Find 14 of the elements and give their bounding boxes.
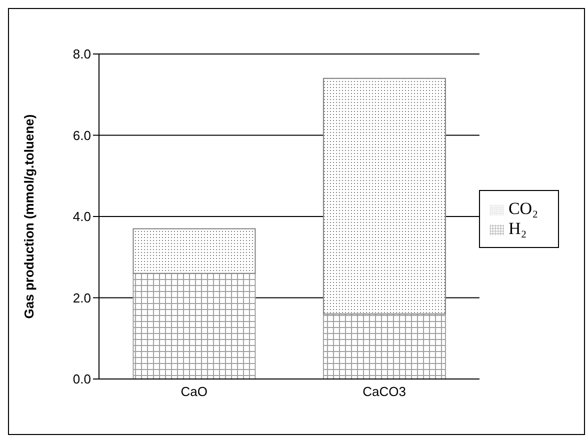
y-tick-label: 0.0 <box>72 372 91 387</box>
x-tick-label: CaCO3 <box>362 384 406 400</box>
bar <box>132 228 256 274</box>
y-tick-label: 2.0 <box>72 290 91 306</box>
legend-label: CO₂ <box>508 199 538 218</box>
bar <box>322 78 446 314</box>
bar <box>132 272 256 379</box>
y-tick-label: 6.0 <box>72 128 91 143</box>
legend-label: H₂ <box>508 219 527 238</box>
x-tick-label: CaO <box>180 384 208 400</box>
y-tick-label: 8.0 <box>72 46 91 62</box>
y-axis-title: Gas production (mmol/g.toluene) <box>22 114 37 319</box>
y-tick-label: 4.0 <box>72 209 91 224</box>
bar <box>322 314 446 379</box>
